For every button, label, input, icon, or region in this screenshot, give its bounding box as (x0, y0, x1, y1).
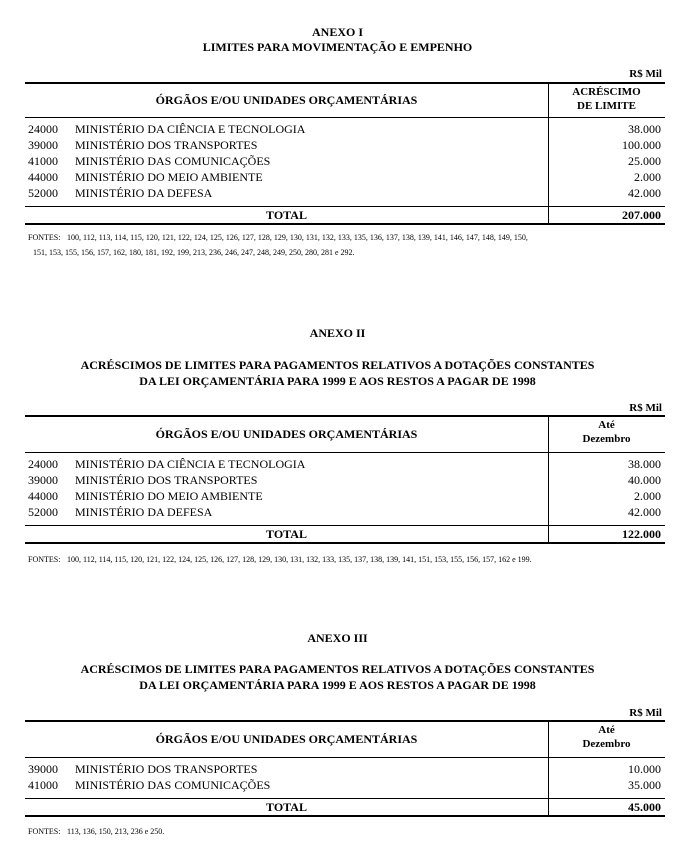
org-code: 39000 (28, 473, 58, 487)
org-name: MINISTÉRIO DAS COMUNICAÇÕES (75, 154, 271, 168)
total-label: TOTAL (266, 527, 307, 541)
header-org: ÓRGÃOS E/OU UNIDADES ORÇAMENTÁRIAS (155, 92, 418, 107)
annex-heading: ANEXO I (311, 25, 363, 39)
sources-list: 113, 136, 150, 213, 236 e 250. (67, 827, 165, 836)
table-top-rule (25, 82, 665, 84)
unit-label: R$ Mil (629, 707, 662, 719)
amount: 38.000 (628, 457, 661, 471)
amount: 2.000 (634, 489, 661, 503)
total-label: TOTAL (266, 208, 307, 222)
total-amount: 122.000 (622, 527, 661, 541)
org-code: 44000 (28, 489, 58, 503)
amount: 10.000 (628, 762, 661, 776)
header-org: ÓRGÃOS E/OU UNIDADES ORÇAMENTÁRIAS (155, 731, 418, 746)
header-amount: Até (598, 724, 615, 736)
amount: 42.000 (628, 186, 661, 200)
org-code: 41000 (28, 778, 58, 792)
total-amount: 45.000 (628, 800, 661, 814)
org-code: 41000 (28, 154, 58, 168)
unit-label: R$ Mil (629, 68, 662, 80)
header-amount: ACRÉSCIMO (572, 86, 641, 98)
total-rule (25, 206, 665, 207)
annex-title: ACRÉSCIMOS DE LIMITES PARA PAGAMENTOS RE… (80, 358, 595, 372)
unit-label: R$ Mil (629, 402, 662, 414)
total-rule (25, 798, 665, 799)
sources-label: FONTES: (28, 233, 61, 242)
annex-title: DA LEI ORÇAMENTÁRIA PARA 1999 E AOS REST… (139, 678, 536, 692)
org-name: MINISTÉRIO DA DEFESA (75, 505, 213, 519)
table-bottom-rule (25, 542, 665, 544)
annex-title: LIMITES PARA MOVIMENTAÇÃO E EMPENHO (202, 40, 473, 54)
org-name: MINISTÉRIO DOS TRANSPORTES (75, 473, 258, 487)
sources-label: FONTES: (28, 555, 61, 564)
total-label: TOTAL (266, 800, 307, 814)
table-bottom-rule (25, 223, 665, 225)
amount: 35.000 (628, 778, 661, 792)
org-name: MINISTÉRIO DA DEFESA (75, 186, 213, 200)
table-top-rule (25, 720, 665, 722)
amount: 25.000 (628, 154, 661, 168)
sources-label: FONTES: (28, 827, 61, 836)
total-rule (25, 525, 665, 526)
org-code: 44000 (28, 170, 58, 184)
sources-list: 100, 112, 113, 114, 115, 120, 121, 122, … (67, 233, 528, 242)
org-code: 39000 (28, 762, 58, 776)
sources-list: 151, 153, 155, 156, 157, 162, 180, 181, … (33, 248, 355, 257)
column-divider (548, 415, 549, 542)
sources-list: 100, 112, 114, 115, 120, 121, 122, 124, … (67, 555, 532, 564)
org-name: MINISTÉRIO DO MEIO AMBIENTE (75, 489, 263, 503)
column-divider (548, 720, 549, 815)
org-name: MINISTÉRIO DO MEIO AMBIENTE (75, 170, 263, 184)
org-name: MINISTÉRIO DA CIÊNCIA E TECNOLOGIA (75, 122, 306, 136)
org-name: MINISTÉRIO DA CIÊNCIA E TECNOLOGIA (75, 457, 306, 471)
annex-title: DA LEI ORÇAMENTÁRIA PARA 1999 E AOS REST… (139, 374, 536, 388)
total-amount: 207.000 (622, 208, 661, 222)
header-rule (25, 117, 665, 118)
org-code: 39000 (28, 138, 58, 152)
table-top-rule (25, 415, 665, 417)
header-amount: Dezembro (582, 738, 631, 750)
column-divider (548, 82, 549, 223)
org-code: 52000 (28, 505, 58, 519)
annex-heading: ANEXO III (307, 631, 368, 645)
org-name: MINISTÉRIO DAS COMUNICAÇÕES (75, 778, 271, 792)
table-bottom-rule (25, 815, 665, 817)
amount: 100.000 (622, 138, 661, 152)
header-rule (25, 452, 665, 453)
amount: 40.000 (628, 473, 661, 487)
header-amount: Dezembro (582, 433, 631, 445)
amount: 2.000 (634, 170, 661, 184)
org-name: MINISTÉRIO DOS TRANSPORTES (75, 762, 258, 776)
org-code: 24000 (28, 457, 58, 471)
header-amount: DE LIMITE (577, 100, 636, 112)
amount: 38.000 (628, 122, 661, 136)
amount: 42.000 (628, 505, 661, 519)
header-amount: Até (598, 419, 615, 431)
org-code: 24000 (28, 122, 58, 136)
header-org: ÓRGÃOS E/OU UNIDADES ORÇAMENTÁRIAS (155, 426, 418, 441)
annex-title: ACRÉSCIMOS DE LIMITES PARA PAGAMENTOS RE… (80, 662, 595, 676)
org-code: 52000 (28, 186, 58, 200)
header-rule (25, 757, 665, 758)
annex-heading: ANEXO II (309, 326, 366, 340)
org-name: MINISTÉRIO DOS TRANSPORTES (75, 138, 258, 152)
